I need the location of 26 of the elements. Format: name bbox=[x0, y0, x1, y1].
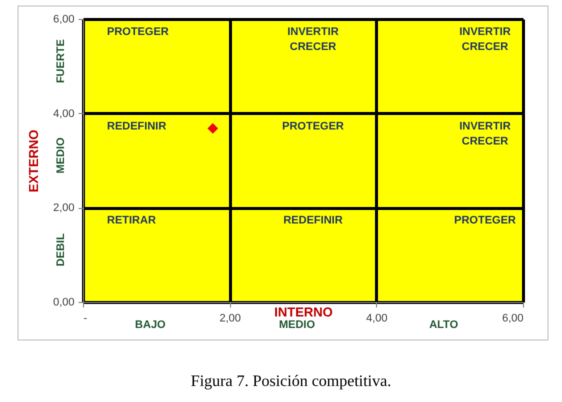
text: MEDIO bbox=[278, 319, 316, 331]
text: ALTO bbox=[429, 319, 459, 331]
text: DEBIL bbox=[55, 233, 67, 266]
text: Figura 7. Posición competitiva. bbox=[190, 373, 392, 390]
annotation: INVERTIR CRECER bbox=[287, 26, 339, 53]
annotation: REDEFINIR bbox=[107, 120, 166, 132]
text: BAJO bbox=[135, 319, 166, 331]
y-axis-title: EXTERNO bbox=[26, 130, 42, 192]
y-tick-label: 0,00 bbox=[53, 296, 74, 308]
text: MEDIO bbox=[55, 137, 67, 174]
x-axis-title: INTERNO bbox=[274, 304, 333, 320]
annotation: INVERTIR CRECER bbox=[459, 120, 511, 148]
annotation: REDEFINIR bbox=[283, 214, 343, 227]
annotation: PROTEGER bbox=[282, 120, 344, 132]
x-tick-label: 6,00 bbox=[502, 312, 524, 324]
annotation: RETIRAR bbox=[107, 214, 156, 227]
x-tick-label: - bbox=[84, 312, 88, 324]
annotation: PROTEGER bbox=[454, 214, 516, 227]
x-tick-label: 2,00 bbox=[219, 312, 241, 324]
annotation: INVERTIR CRECER bbox=[459, 26, 511, 53]
y-tick-label: 6,00 bbox=[53, 14, 74, 26]
text: FUERTE bbox=[55, 39, 67, 84]
x-tick-label: 4,00 bbox=[366, 312, 388, 324]
y-tick-label: 2,00 bbox=[53, 202, 74, 214]
annotation: PROTEGER bbox=[107, 26, 169, 38]
y-tick-label: 4,00 bbox=[53, 108, 74, 120]
